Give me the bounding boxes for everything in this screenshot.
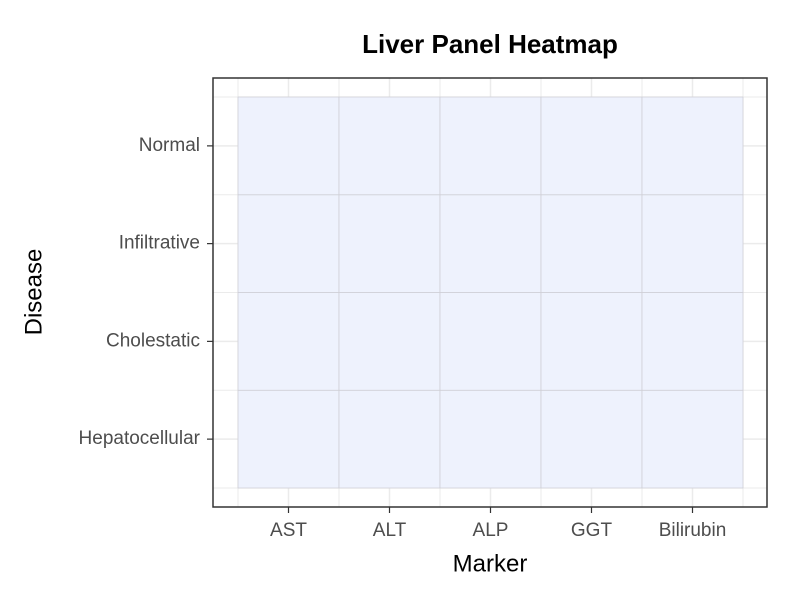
- y-axis-label: Disease: [20, 249, 47, 336]
- x-tick-label: ALP: [473, 520, 509, 541]
- heatmap-cell: [439, 96, 542, 196]
- heatmap-cell: [540, 194, 643, 293]
- heatmap-cell: [540, 292, 643, 391]
- y-tick-label: Normal: [139, 135, 200, 156]
- y-tick-label: Hepatocellular: [79, 428, 201, 449]
- x-tick-label: ALT: [373, 520, 407, 541]
- heatmap-cell: [439, 194, 542, 293]
- heatmap-cell: [338, 194, 441, 293]
- heatmap-cell: [338, 389, 441, 489]
- heatmap-cell: [338, 96, 441, 196]
- heatmap-cell: [540, 96, 643, 196]
- x-tick-label: AST: [270, 520, 307, 541]
- x-tick-label: GGT: [571, 520, 613, 541]
- heatmap-cell: [540, 389, 643, 489]
- heatmap-cell: [338, 292, 441, 391]
- heatmap-cell: [237, 96, 340, 196]
- heatmap-cell: [641, 292, 744, 391]
- heatmap-cell: [641, 96, 744, 196]
- heatmap-cell: [641, 389, 744, 489]
- x-tick-label: Bilirubin: [659, 520, 727, 541]
- heatmap-cell: [237, 194, 340, 293]
- y-tick-label: Infiltrative: [119, 233, 200, 254]
- heatmap-cell: [641, 194, 744, 293]
- heatmap-cell: [439, 389, 542, 489]
- y-tick-label: Cholestatic: [106, 330, 200, 351]
- x-axis-label: Marker: [453, 550, 528, 577]
- heatmap-cell: [237, 292, 340, 391]
- heatmap-cell: [439, 292, 542, 391]
- heatmap-cell: [237, 389, 340, 489]
- chart-title: Liver Panel Heatmap: [362, 29, 618, 59]
